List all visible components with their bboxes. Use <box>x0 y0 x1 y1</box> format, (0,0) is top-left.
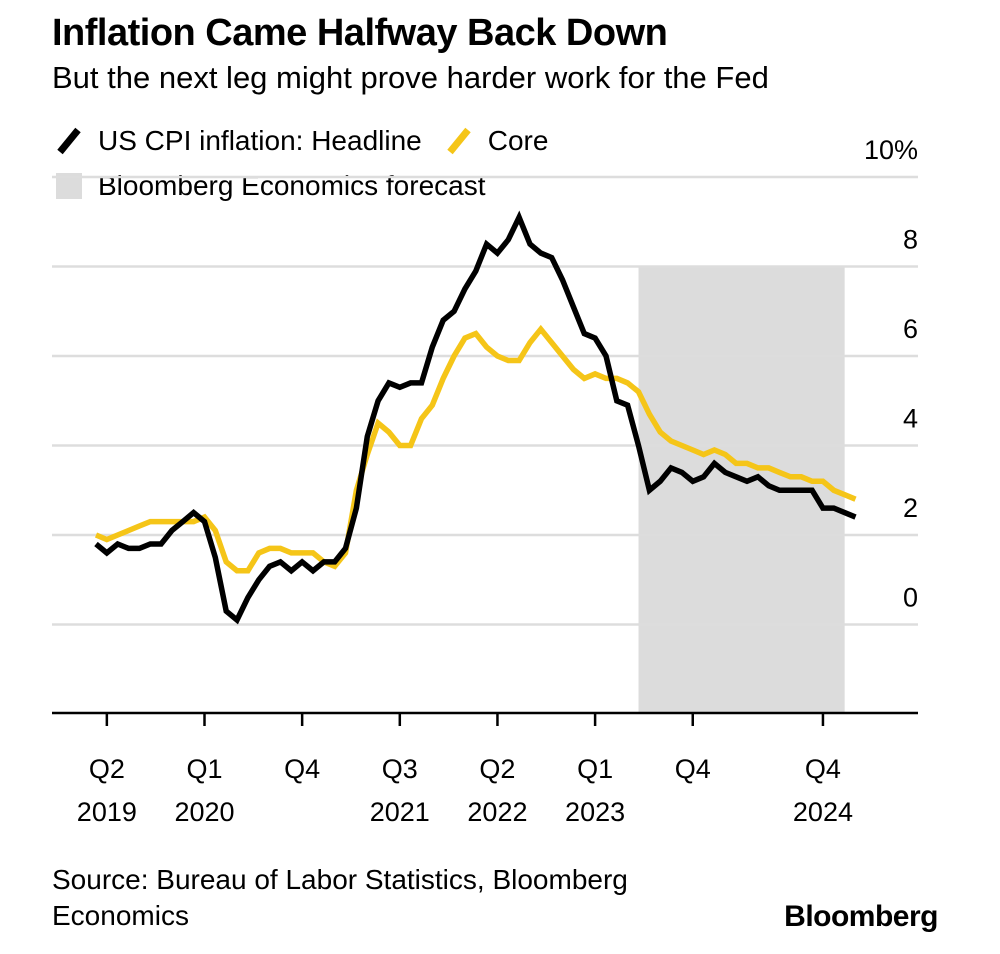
series-layer <box>94 210 857 625</box>
x-tick-label-quarter: Q1 <box>186 754 222 784</box>
x-tick-label-year: 2022 <box>467 797 527 827</box>
legend-label-headline: US CPI inflation: Headline <box>98 125 422 156</box>
x-tick-label-year: 2020 <box>174 797 234 827</box>
y-tick-label: 0 <box>903 583 918 613</box>
chart-subtitle: But the next leg might prove harder work… <box>52 60 769 95</box>
x-tick-label-year: 2019 <box>77 797 137 827</box>
x-tick-label-year: 2023 <box>565 797 625 827</box>
headline-series-line <box>94 210 857 625</box>
x-tick-label-quarter: Q3 <box>382 754 418 784</box>
y-tick-label: 8 <box>903 225 918 255</box>
legend-label-core: Core <box>487 125 549 156</box>
x-tick-label-quarter: Q4 <box>675 754 711 784</box>
x-axis-layer <box>52 711 918 726</box>
x-tick-label-quarter: Q4 <box>284 754 320 784</box>
x-tick-label-quarter: Q1 <box>577 754 613 784</box>
core-series-line <box>94 324 857 574</box>
chart-title: Inflation Came Halfway Back Down <box>52 12 668 54</box>
legend-item-headline: US CPI inflation: Headline <box>52 124 422 158</box>
y-tick-label: 10% <box>864 135 918 165</box>
x-tick-label-year: 2021 <box>370 797 430 827</box>
y-tick-label: 4 <box>903 404 918 434</box>
legend-forecast: Bloomberg Economics forecast <box>52 170 486 202</box>
x-tick-label-quarter: Q4 <box>805 754 841 784</box>
grid-layer <box>52 175 918 626</box>
x-tick-label-year: 2024 <box>793 797 853 827</box>
y-tick-label: 2 <box>903 493 918 523</box>
legend: US CPI inflation: Headline Core <box>52 124 568 158</box>
y-tick-label: 6 <box>903 314 918 344</box>
x-tick-label-quarter: Q2 <box>479 754 515 784</box>
legend-item-core: Core <box>442 124 549 158</box>
legend-label-forecast: Bloomberg Economics forecast <box>98 170 486 201</box>
bloomberg-logo: Bloomberg <box>784 900 938 933</box>
axis-label-layer: 0 2 4 6 8 10% Q2 2019 Q1 2020 Q4 Q3 2021 Q2 2022 Q1 2023… <box>77 135 918 827</box>
source-note: Source: Bureau of Labor Statistics, Bloo… <box>52 864 628 931</box>
core-swatch-icon <box>447 127 471 155</box>
x-tick-label-quarter: Q2 <box>89 754 125 784</box>
headline-swatch-icon <box>57 127 81 155</box>
